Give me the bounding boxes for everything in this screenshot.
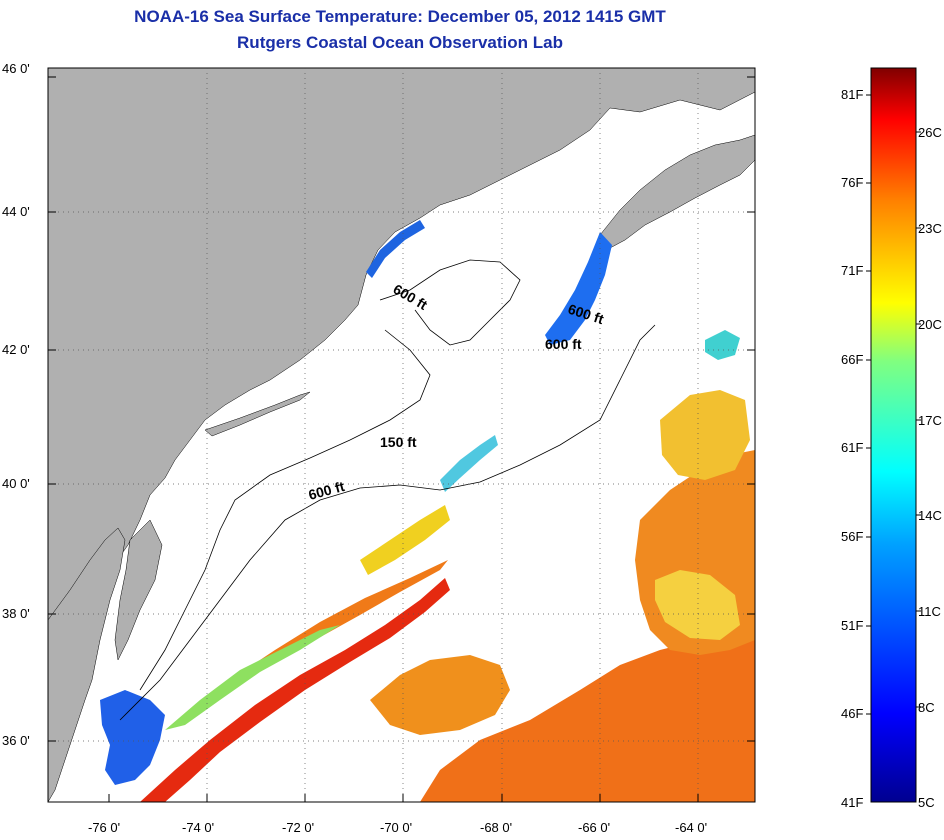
colorbar [870,67,917,803]
colorbar-label-81f: 81F [841,87,863,102]
sst-nova-scotia-shelf [545,232,612,345]
lon-label-68: -68 0' [480,820,512,835]
sst-cyan-patch [705,330,740,360]
lon-label-64: -64 0' [675,820,707,835]
lat-label-46: 46 0' [2,61,30,76]
colorbar-label-26c: 26C [918,125,942,140]
map-subtitle: Rutgers Coastal Ocean Observation Lab [237,33,563,52]
contour-label-600ft-georges: 600 ft [545,336,582,352]
colorbar-label-41f: 41F [841,795,863,810]
sst-eastern-yellow [660,390,750,480]
colorbar-label-66f: 66F [841,352,863,367]
colorbar-label-23c: 23C [918,221,942,236]
lon-label-74: -74 0' [182,820,214,835]
lon-label-72: -72 0' [282,820,314,835]
sst-slope-yellow [360,505,450,575]
map-title: NOAA-16 Sea Surface Temperature: Decembe… [134,7,666,26]
contour-line-600ft-south [119,324,656,721]
sst-gulf-stream-edge [180,560,448,725]
colorbar-label-71f: 71F [841,263,863,278]
colorbar-label-5c: 5C [918,795,935,810]
colorbar-label-76f: 76F [841,175,863,190]
lon-label-66: -66 0' [578,820,610,835]
lon-label-76: -76 0' [88,820,120,835]
sst-southeast-warm [420,625,755,802]
lat-label-44: 44 0' [2,204,30,219]
map-border [47,67,756,803]
sst-gulf-of-maine-coast [366,220,425,278]
colorbar-label-51f: 51F [841,618,863,633]
sst-chesapeake-cold [100,690,165,785]
contour-label-150ft: 150 ft [380,434,417,450]
sst-mid-orange [370,655,510,735]
colorbar-label-56f: 56F [841,529,863,544]
sst-slope-green [165,625,340,730]
lon-label-70: -70 0' [380,820,412,835]
colorbar-label-11c: 11C [918,604,941,619]
sst-cyan-streak [440,435,498,492]
delmarva-peninsula [114,519,163,661]
nova-scotia [599,134,755,249]
colorbar-label-14c: 14C [918,508,942,523]
colorbar-label-17c: 17C [918,413,942,428]
colorbar-label-46f: 46F [841,706,863,721]
lat-label-36: 36 0' [2,733,30,748]
sst-gulf-stream [140,578,450,802]
contour-line-gulf-of-maine [379,259,521,346]
colorbar-label-61f: 61F [841,440,863,455]
sst-yellow-eddy [655,570,740,640]
contour-line-150ft [139,329,431,691]
long-island [204,391,311,437]
delmarva [48,527,126,802]
colorbar-ticks [866,94,921,715]
axis-ticks [48,76,755,802]
lat-label-42: 42 0' [2,342,30,357]
colorbar-label-20c: 20C [918,317,942,332]
lat-label-40: 40 0' [2,476,30,491]
colorbar-label-8c: 8C [918,700,935,715]
lat-label-38: 38 0' [2,606,30,621]
